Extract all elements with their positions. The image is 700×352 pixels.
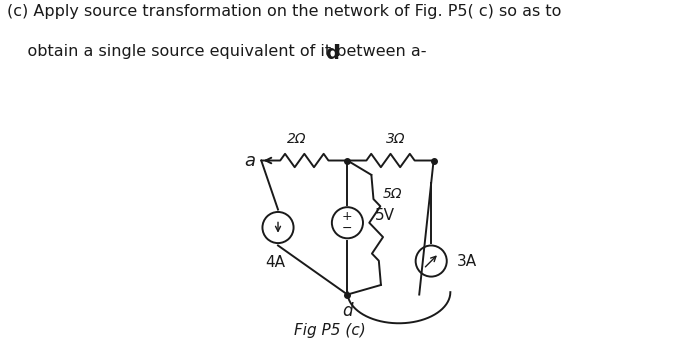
Text: 5V: 5V: [375, 208, 395, 223]
Text: d: d: [326, 44, 340, 63]
Text: Fig P5 (c): Fig P5 (c): [294, 323, 365, 338]
Text: a: a: [244, 151, 255, 170]
Text: 3A: 3A: [456, 253, 477, 269]
Text: 4A: 4A: [265, 255, 286, 270]
Text: obtain a single source equivalent of it between a-: obtain a single source equivalent of it …: [7, 44, 426, 59]
Text: 2Ω: 2Ω: [288, 132, 307, 146]
Text: +: +: [342, 210, 353, 223]
Text: 3Ω: 3Ω: [386, 132, 405, 146]
Text: d: d: [342, 302, 353, 320]
Text: 5Ω: 5Ω: [383, 187, 402, 201]
Text: −: −: [342, 222, 353, 235]
Text: (c) Apply source transformation on the network of Fig. P5( c) so as to: (c) Apply source transformation on the n…: [7, 4, 561, 19]
